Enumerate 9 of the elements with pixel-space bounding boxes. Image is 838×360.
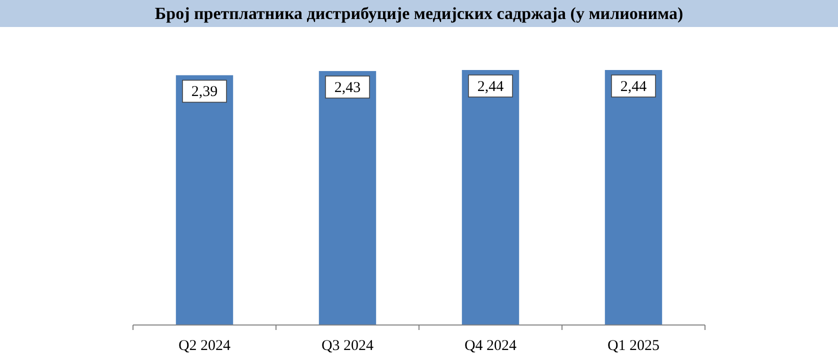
data-label: 2,44	[620, 79, 648, 95]
x-tick-label: Q4 2024	[464, 338, 518, 354]
data-label: 2,44	[477, 79, 504, 95]
chart-title: Број претплатника дистрибуције медијских садржаја (у милионима)	[154, 4, 684, 23]
data-label: 2,43	[334, 80, 361, 96]
x-tick-label: Q2 2024	[178, 338, 232, 354]
data-label: 2,39	[191, 84, 218, 100]
x-tick-label: Q3 2024	[321, 338, 374, 354]
x-tick-label: Q1 2025	[607, 338, 660, 354]
